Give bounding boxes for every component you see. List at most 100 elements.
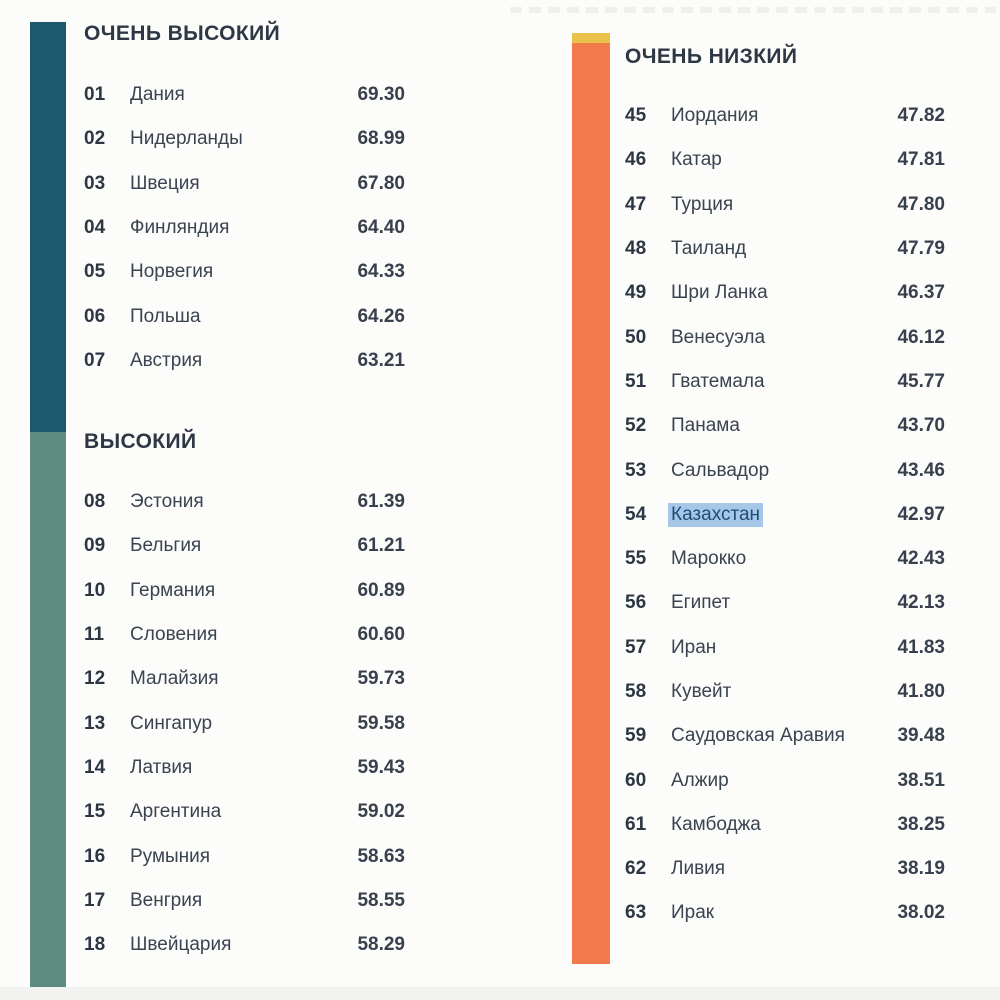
table-row: 07 Австрия 63.21 [84,339,405,383]
score-value: 59.73 [357,668,405,690]
rank-number: 15 [84,801,106,823]
country-name: Венесуэла [671,326,766,348]
score-value: 38.51 [897,769,945,791]
top-dashed-line [510,7,996,13]
ranking-list-very-low: 45 Иордания 47.82 46 Катар 47.81 47 Турция 47.80… [625,94,945,936]
table-row: 16 Румыния 58.63 [84,834,405,878]
score-value: 41.83 [897,636,945,658]
table-row: 50 Венесуэла 46.12 [625,315,945,359]
country-name: Кувейт [671,681,732,702]
table-row: 01 Дания 69.30 [84,73,405,117]
very-low-category-bar [572,43,610,964]
country-name: Иран [671,636,717,658]
country-name: Германия [130,579,216,601]
country-name: Катар [671,149,722,171]
table-row: 04 Финляндия 64.40 [84,206,405,250]
country-name: Таиланд [671,238,747,260]
country-name: Бельгия [130,535,202,557]
rank-number: 48 [625,238,647,260]
low-category-bar-remnant [572,33,610,43]
rank-number: 13 [84,712,106,734]
table-row: 45 Иордания 47.82 [625,94,945,138]
rank-number: 61 [625,813,647,835]
country-name: Панама [671,415,740,437]
rank-number: 09 [84,535,106,557]
table-row: 53 Сальвадор 43.46 [625,448,945,492]
rank-number: 17 [84,889,106,911]
rank-number: 01 [84,84,106,106]
rank-number: 50 [625,326,647,348]
country-name: Сальвадор [671,459,770,481]
table-row: 12 Малайзия 59.73 [84,657,405,701]
country-name: Египет [671,592,731,614]
country-name: Марокко [671,548,747,570]
rank-number: 12 [84,668,106,690]
very-high-category-bar [30,22,66,432]
country-name: Финляндия [130,217,230,239]
table-row: 06 Польша 64.26 [84,294,405,338]
rank-number: 55 [625,548,647,570]
table-row: 08 Эстония 61.39 [84,480,405,524]
country-name: Малайзия [130,668,219,690]
table-row: 59 Саудовская Аравия 39.48 [625,714,945,758]
country-name-highlighted: Казахстан [668,502,764,527]
score-value: 38.02 [897,902,945,924]
rank-number: 04 [84,217,106,239]
country-name: Сингапур [130,712,213,734]
rank-number: 52 [625,415,647,437]
rank-number: 02 [84,128,106,150]
country-name: Швейцария [130,934,232,956]
score-value: 64.33 [357,261,405,283]
table-row: 15 Аргентина 59.02 [84,790,405,834]
country-name: Эстония [130,491,204,513]
country-name: Швеция [130,172,200,194]
rank-number: 54 [625,503,647,525]
table-row: 05 Норвегия 64.33 [84,250,405,294]
table-row: 13 Сингапур 59.58 [84,701,405,745]
table-row: 60 Алжир 38.51 [625,758,945,802]
rank-number: 07 [84,349,106,371]
score-value: 64.40 [357,217,405,239]
table-row: 56 Египет 42.13 [625,581,945,625]
rank-number: 16 [84,845,106,867]
country-name: Нидерланды [130,128,243,150]
country-name: Словения [130,624,218,646]
score-value: 60.60 [357,624,405,646]
rank-number: 60 [625,769,647,791]
rank-number: 58 [625,681,647,702]
score-value: 58.55 [357,889,405,911]
score-value: 42.13 [897,592,945,614]
score-value: 43.46 [897,459,945,481]
country-name: Аргентина [130,801,222,823]
country-name: Дания [130,84,185,106]
score-value: 41.80 [897,681,945,702]
score-value: 61.21 [357,535,405,557]
table-row: 52 Панама 43.70 [625,404,945,448]
country-name: Австрия [130,349,203,371]
score-value: 47.81 [897,149,945,171]
high-category-bar [30,432,66,987]
table-row: 57 Иран 41.83 [625,626,945,670]
country-name: Камбоджа [671,813,761,835]
rank-number: 62 [625,858,647,880]
table-row: 62 Ливия 38.19 [625,847,945,891]
table-row: 09 Бельгия 61.21 [84,524,405,568]
rank-number: 18 [84,934,106,956]
country-name: Латвия [130,756,193,778]
score-value: 63.21 [357,349,405,371]
country-name: Ливия [671,858,726,880]
table-row: 63 Ирак 38.02 [625,891,945,935]
table-row: 46 Катар 47.81 [625,138,945,182]
score-value: 68.99 [357,128,405,150]
bottom-margin-strip [0,987,1000,1000]
table-row: 48 Таиланд 47.79 [625,227,945,271]
country-name: Польша [130,305,201,327]
table-row: 58 Кувейт 41.80 [625,670,945,714]
score-value: 47.82 [897,105,945,127]
rank-number: 11 [84,624,105,646]
score-value: 42.97 [897,503,945,525]
rank-number: 57 [625,636,647,658]
score-value: 60.89 [357,579,405,601]
country-name: Саудовская Аравия [671,725,845,747]
score-value: 58.63 [357,845,405,867]
